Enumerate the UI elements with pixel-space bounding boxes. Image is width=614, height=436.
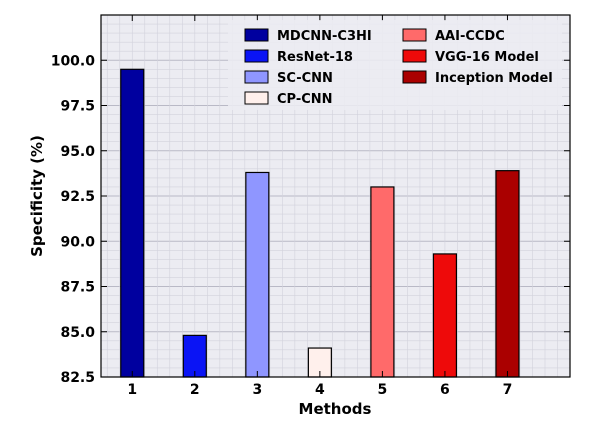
x-tick-label: 7: [503, 382, 513, 398]
legend-label: ResNet-18: [277, 50, 353, 65]
bar-7: [495, 170, 520, 378]
legend-label: SC-CNN: [277, 71, 333, 86]
x-axis-label: Methods: [299, 400, 372, 418]
bar-2: [182, 334, 207, 378]
legend-label: AAI-CCDC: [435, 29, 505, 44]
bar-6: [432, 253, 458, 378]
y-tick-label: 95.0: [60, 144, 95, 160]
x-tick-label: 3: [252, 382, 262, 398]
legend-label: VGG-16 Model: [435, 50, 539, 65]
x-tick-label: 2: [190, 382, 200, 398]
bar-3: [245, 171, 270, 378]
legend-swatch: [244, 49, 269, 63]
legend-swatch: [402, 28, 427, 42]
axis-ticks: 82.5 85.0 87.5 90.0 92.5 95.0 97.5 100.0 1 2 3 4 5 6 7: [51, 15, 570, 398]
x-tick-label: 1: [127, 382, 137, 398]
y-tick-label: 100.0: [51, 53, 96, 69]
bar-5: [370, 186, 395, 378]
y-tick-label: 82.5: [60, 370, 95, 386]
x-tick-label: 6: [440, 382, 450, 398]
legend-swatch: [402, 49, 427, 63]
legend-swatch: [244, 70, 269, 84]
x-tick-label: 4: [315, 382, 325, 398]
legend-swatch: [244, 91, 269, 105]
legend-label: CP-CNN: [277, 92, 333, 107]
bars: [120, 68, 520, 378]
legend: MDCNN-C3HI ResNet-18 SC-CNN CP-CNN AAI-CCDC V…: [228, 20, 562, 110]
legend-label: Inception Model: [435, 71, 553, 86]
bar-1: [120, 68, 145, 378]
legend-swatch: [402, 70, 427, 84]
legend-label: MDCNN-C3HI: [277, 29, 372, 44]
legend-swatch: [244, 28, 269, 42]
legend-background: [228, 20, 562, 110]
y-tick-label: 92.5: [60, 189, 95, 205]
y-tick-label: 85.0: [60, 325, 95, 341]
x-tick-label: 5: [378, 382, 388, 398]
y-tick-label: 97.5: [60, 99, 95, 115]
y-axis-label: Specificity (%): [28, 135, 46, 257]
y-tick-label: 90.0: [60, 234, 95, 250]
y-tick-label: 87.5: [60, 280, 95, 296]
